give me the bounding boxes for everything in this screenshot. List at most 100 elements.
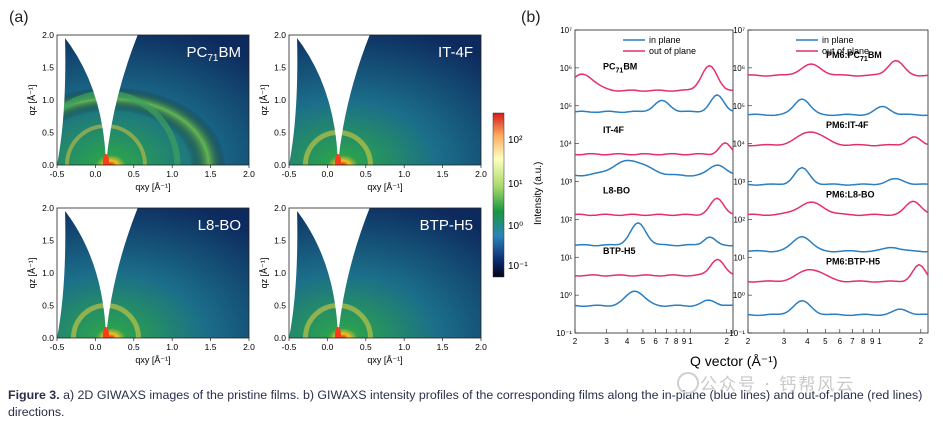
legend-label: in plane: [649, 35, 681, 45]
sample-name: PC71BM: [603, 61, 637, 74]
y-tick: 10¹: [560, 253, 572, 262]
y-tick: 1.0: [274, 268, 286, 278]
x-tick: 6: [838, 337, 843, 346]
colorbar-tick: 10¹: [508, 179, 523, 190]
sample-name: PM6:IT-4F: [826, 120, 869, 130]
y-tick: 10⁻¹: [729, 329, 745, 338]
y-tick: 10⁷: [560, 26, 572, 35]
y-tick: 10⁶: [733, 64, 745, 73]
sample-label: IT-4F: [438, 44, 473, 61]
qz-axis-label: qz [Å⁻¹]: [27, 85, 37, 116]
qz-axis-label: qz [Å⁻¹]: [259, 258, 269, 289]
y-tick: 10⁷: [733, 26, 745, 35]
panel-a-label: (a): [9, 9, 29, 26]
x-tick: 5: [823, 337, 828, 346]
y-tick: 10⁶: [560, 64, 572, 73]
in-plane-line: [747, 166, 929, 186]
out-of-plane-line: [574, 197, 734, 217]
in-plane-line: [574, 221, 734, 247]
in-plane-line: [574, 94, 734, 114]
qxy-axis-label: qxy [Å⁻¹]: [367, 182, 402, 192]
x-tick: 7: [850, 337, 855, 346]
x-tick: 2: [724, 337, 729, 346]
figure: (a) (b) PC71BM-0.5 0.0 0.5 1.0 1.5 2.00.00.51…: [9, 9, 929, 369]
y-tick: 10⁴: [733, 140, 746, 149]
x-tick: 1.0: [166, 169, 178, 179]
y-tick: 10⁵: [560, 102, 572, 111]
x-tick: 2: [746, 337, 751, 346]
x-tick: 2.0: [243, 169, 255, 179]
y-tick: 1.0: [274, 95, 286, 105]
x-tick: 2: [573, 337, 578, 346]
y-tick: 10⁻¹: [556, 329, 572, 338]
x-tick: 1.5: [437, 342, 449, 352]
x-tick: 0.5: [128, 169, 140, 179]
x-tick: 0.0: [89, 342, 101, 352]
x-tick: 7: [664, 337, 669, 346]
y-tick: 2.0: [274, 203, 286, 213]
caption-text: a) 2D GIWAXS images of the pristine film…: [8, 388, 923, 419]
y-tick: 10⁰: [560, 291, 572, 300]
in-plane-line: [574, 159, 734, 177]
legend-label: out of plane: [822, 46, 869, 56]
in-plane-line: [747, 299, 929, 317]
y-tick: 0.0: [274, 160, 286, 170]
x-tick: 2: [919, 337, 924, 346]
legend-label: out of plane: [649, 46, 696, 56]
intensity-axis-label: Intensity (a.u.): [533, 162, 544, 225]
x-tick: -0.5: [282, 342, 297, 352]
x-tick: 0.0: [321, 342, 333, 352]
sample-name: L8-BO: [603, 186, 630, 196]
y-tick: 10⁰: [733, 291, 745, 300]
x-tick: 5: [641, 337, 646, 346]
watermark: 公众号 · 钙帮风云: [700, 375, 856, 395]
qz-axis-label: qz [Å⁻¹]: [259, 85, 269, 116]
y-tick: 0.5: [42, 301, 54, 311]
y-tick: 10²: [733, 215, 745, 224]
giwaxs-image: IT-4F-0.5 0.0 0.5 1.0 1.5 2.00.00.51.01.52.0q…: [259, 30, 487, 192]
x-tick: 1.5: [437, 169, 449, 179]
y-tick: 10²: [560, 215, 572, 224]
x-tick: 8: [674, 337, 679, 346]
sample-name: BTP-H5: [603, 246, 636, 256]
colorbar-tick: 10²: [508, 135, 523, 146]
out-of-plane-line: [747, 131, 929, 147]
x-tick: 3: [604, 337, 609, 346]
y-tick: 2.0: [42, 203, 54, 213]
x-tick: 0.5: [360, 342, 372, 352]
x-tick: 2.0: [243, 342, 255, 352]
y-tick: 2.0: [42, 30, 54, 40]
x-tick: 3: [782, 337, 787, 346]
x-tick: -0.5: [282, 169, 297, 179]
figure-caption: Figure 3. a) 2D GIWAXS images of the pri…: [8, 387, 938, 421]
y-tick: 0.5: [274, 301, 286, 311]
y-tick: 10³: [733, 178, 745, 187]
qxy-axis-label: qxy [Å⁻¹]: [135, 355, 170, 365]
x-tick: 8: [861, 337, 866, 346]
watermark-icon: [677, 372, 699, 394]
sample-name: PM6:L8-BO: [826, 190, 875, 200]
x-tick: 1: [877, 337, 882, 346]
giwaxs-image: PC71BM-0.5 0.0 0.5 1.0 1.5 2.00.00.51.01.52.0…: [27, 30, 255, 192]
legend-label: in plane: [822, 35, 854, 45]
qxy-axis-label: qxy [Å⁻¹]: [135, 182, 170, 192]
out-of-plane-line: [574, 141, 734, 156]
x-tick: 9: [870, 337, 875, 346]
in-plane-line: [747, 98, 929, 117]
qz-axis-label: qz [Å⁻¹]: [27, 258, 37, 289]
colorbar-tick: 10⁻¹: [508, 261, 528, 272]
y-tick: 1.0: [42, 268, 54, 278]
y-tick: 0.0: [274, 333, 286, 343]
x-tick: 0.5: [360, 169, 372, 179]
x-tick: 1.5: [205, 342, 217, 352]
x-tick: 1.0: [398, 169, 410, 179]
y-tick: 1.5: [274, 63, 286, 73]
sample-name: PM6:BTP-H5: [826, 256, 880, 266]
in-plane-line: [747, 235, 929, 253]
qxy-axis-label: qxy [Å⁻¹]: [367, 355, 402, 365]
colorbar: 10² 10¹ 10⁰ 10⁻¹: [492, 112, 528, 278]
y-tick: 10¹: [733, 253, 745, 262]
